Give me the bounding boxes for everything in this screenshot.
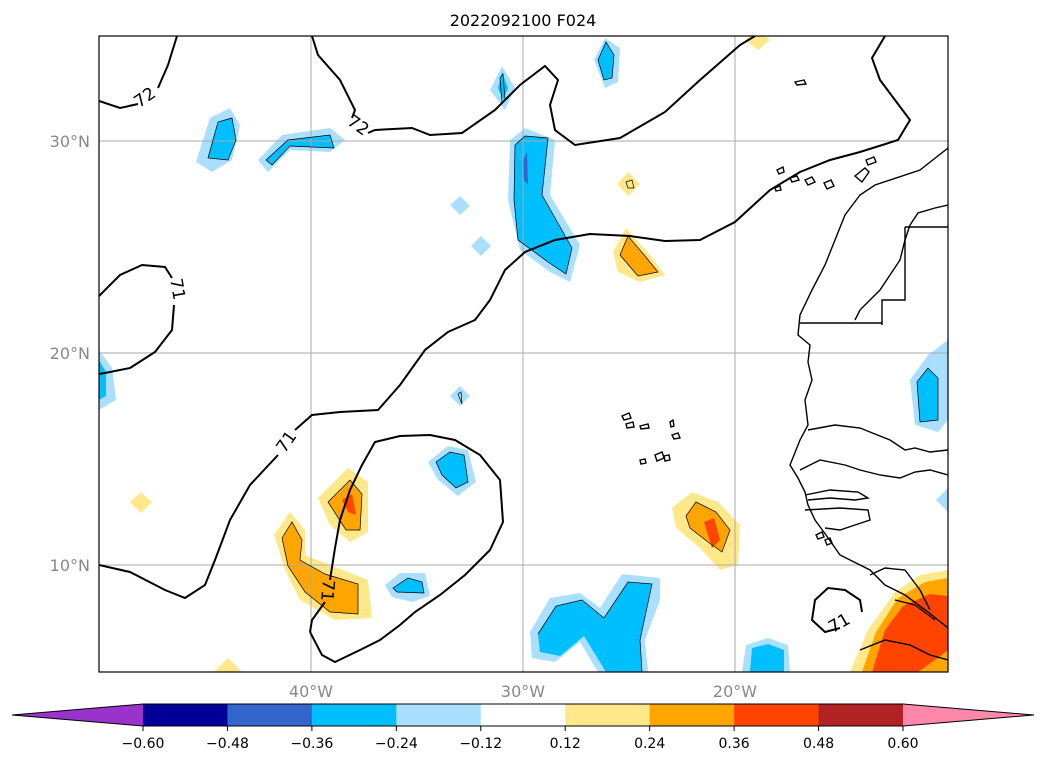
colorbar-segment [818,704,904,726]
colorbar-tick-label: −0.24 [375,736,418,752]
colorbar-tick-label: 0.24 [634,736,665,752]
latitude-labels: 30°N 20°N 10°N [50,132,90,575]
negative-anomaly-patch [436,452,468,488]
lon-label-20w: 20°W [713,682,757,701]
lat-label-20n: 20°N [50,344,90,363]
positive-anomaly-patch [617,172,640,196]
colorbar-extend-high [903,704,1034,726]
negative-anomaly-patch [936,488,948,512]
negative-anomaly-patch [450,386,470,406]
colorbar-segment [143,704,228,726]
graticule [99,36,948,672]
shading-layer [99,36,948,672]
colorbar-segment [311,704,397,726]
colorbar-segment [480,704,566,726]
colorbar-tick-label: 0.36 [719,736,750,752]
negative-anomaly-patch [99,360,106,400]
colorbar-extend-low [12,704,143,726]
positive-anomaly-patch [342,494,356,515]
colorbar-segment [396,704,482,726]
map-frame [98,35,949,673]
negative-anomaly-patch [450,196,470,215]
lon-label-40w: 40°W [289,682,333,701]
colorbar-segment [227,704,313,726]
colorbar-segment [649,704,735,726]
colorbar-segment [565,704,651,726]
lat-label-30n: 30°N [50,132,90,151]
negative-anomaly-patch [750,644,784,672]
lat-label-10n: 10°N [50,556,90,575]
map-title: 2022092100 F024 [450,11,597,30]
negative-anomaly-patch [917,368,938,422]
positive-anomaly-patch [130,492,152,513]
negative-anomaly-patch [538,582,652,672]
negative-anomaly-patch [393,578,424,593]
positive-anomaly-patch [704,518,720,548]
colorbar-tick-label: −0.12 [459,736,502,752]
negative-anomaly-patch [266,135,334,165]
longitude-labels: 40°W 30°W 20°W [289,682,757,701]
colorbar-tick-label: −0.60 [122,736,165,752]
contour-label: 71 [316,579,338,602]
colorbar-segment [734,704,820,726]
height-contours [99,36,912,664]
positive-anomaly-patch [282,522,358,614]
colorbar-tick-label: 0.60 [887,736,918,752]
positive-anomaly-patch [214,658,242,672]
colorbar: −0.60 −0.48 −0.36 −0.24 −0.12 0.12 0.24 0.36 0.4… [11,703,1035,752]
contour-label: 71 [165,277,188,302]
colorbar-tick-label: 0.48 [803,736,834,752]
negative-anomaly-patch [523,152,528,185]
colorbar-tick-label: −0.48 [206,736,249,752]
lon-label-30w: 30°W [501,682,545,701]
colorbar-tick-label: 0.12 [550,736,581,752]
negative-anomaly-patch [208,118,236,160]
positive-anomaly-patch [745,36,770,50]
coastlines [621,79,948,661]
anomaly-contours [207,41,939,672]
negative-anomaly-patch [498,72,508,100]
colorbar-tick-label: −0.36 [290,736,333,752]
negative-anomaly-patch [471,236,491,256]
